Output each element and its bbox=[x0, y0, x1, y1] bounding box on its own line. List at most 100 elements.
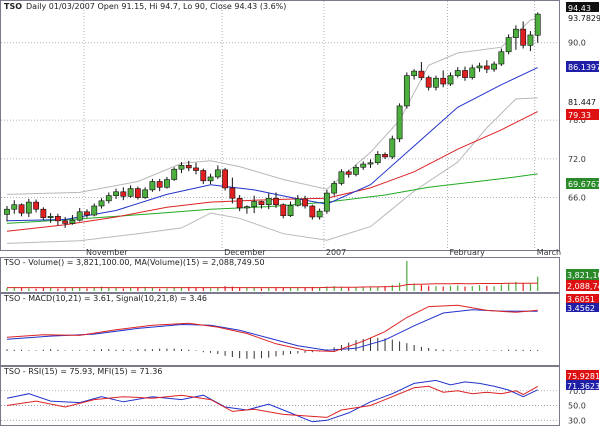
candle bbox=[345, 169, 352, 178]
candle-down-body bbox=[229, 187, 236, 199]
candle-up-body bbox=[527, 34, 534, 46]
candle-down-body bbox=[40, 208, 47, 218]
candle bbox=[411, 69, 418, 80]
price-tag-box bbox=[566, 96, 599, 107]
candle bbox=[294, 195, 301, 207]
candle bbox=[534, 12, 541, 43]
candle bbox=[91, 203, 98, 217]
price-tag-box bbox=[566, 2, 599, 13]
candle-up-body bbox=[265, 197, 272, 205]
price-tick-label: 78.0 bbox=[568, 116, 586, 125]
month-label: March bbox=[537, 248, 561, 257]
candle bbox=[164, 176, 170, 189]
candle-up-body bbox=[469, 67, 476, 78]
chart-title: Daily 01/03/2007 Open 91.15, Hi 94.7, Lo… bbox=[26, 2, 286, 11]
macd-tag-value: 3.6051 bbox=[567, 295, 595, 304]
rsi-tag-box bbox=[566, 380, 599, 390]
price-tag-value: 94.43 bbox=[568, 4, 591, 13]
candle bbox=[134, 186, 141, 200]
macd-tag: 3.4562 bbox=[566, 303, 599, 313]
candle-down-body bbox=[193, 167, 199, 171]
price-tag-value: 93.7829 bbox=[568, 14, 600, 23]
candle bbox=[258, 200, 265, 209]
candle-up-body bbox=[374, 154, 381, 164]
candle bbox=[69, 215, 76, 225]
candle bbox=[98, 198, 105, 209]
candle-up-body bbox=[454, 70, 461, 76]
candle-up-body bbox=[142, 189, 149, 198]
candle bbox=[229, 177, 236, 204]
rsi-tag-value: 75.9281 bbox=[567, 372, 600, 381]
candle bbox=[491, 61, 497, 72]
candle-up-body bbox=[396, 105, 403, 140]
rsi-tick-label: 30.0 bbox=[568, 416, 586, 425]
candle bbox=[127, 185, 134, 198]
month-label: November bbox=[86, 248, 128, 257]
candle bbox=[316, 208, 323, 220]
candle-down-body bbox=[425, 77, 432, 88]
rsi-tag-box bbox=[566, 370, 599, 380]
candle-up-body bbox=[47, 216, 54, 218]
candle-up-body bbox=[331, 183, 338, 194]
candle-up-body bbox=[433, 77, 439, 88]
price-tag-box bbox=[566, 12, 599, 23]
ma-fast-tag: 86.1397 bbox=[566, 61, 600, 72]
candle bbox=[236, 195, 243, 212]
price-tag-value: 79.33 bbox=[568, 111, 591, 120]
rsi-tag: 75.9281 bbox=[566, 370, 600, 381]
candle bbox=[251, 195, 258, 214]
candle bbox=[483, 60, 490, 74]
candle bbox=[367, 159, 374, 168]
price-tag-value: 69.6767 bbox=[568, 180, 600, 189]
candle-up-body bbox=[323, 192, 330, 212]
candle bbox=[512, 25, 519, 50]
macd-label: TSO - MACD(10,21) = 3.61, Signal(10,21,8… bbox=[3, 294, 207, 303]
volume-tag-box bbox=[566, 280, 599, 291]
candle-up-body bbox=[244, 206, 250, 209]
candle bbox=[498, 48, 505, 66]
candle bbox=[396, 103, 403, 143]
volume-bars: 3,821,100 2,088,749 bbox=[6, 260, 600, 291]
candle-up-body bbox=[127, 188, 134, 197]
candle-up-body bbox=[360, 163, 367, 168]
candle bbox=[505, 34, 512, 55]
candle bbox=[425, 75, 432, 91]
candle bbox=[178, 162, 185, 174]
candle bbox=[454, 67, 461, 78]
macd-panel bbox=[0, 293, 560, 366]
bollinger-lower-tag: 81.447 bbox=[566, 96, 599, 107]
candle-up-body bbox=[149, 181, 156, 191]
candle bbox=[403, 72, 410, 109]
candle bbox=[331, 180, 338, 196]
candle bbox=[171, 167, 178, 181]
candle-up-body bbox=[25, 201, 32, 214]
candle-up-body bbox=[505, 37, 512, 53]
bollinger-bands bbox=[6, 17, 538, 244]
candle bbox=[62, 216, 69, 228]
candle-up-body bbox=[4, 208, 10, 215]
candle-down-body bbox=[84, 211, 90, 216]
candle-up-body bbox=[105, 195, 112, 202]
month-axis: November December 2007 February March bbox=[86, 248, 561, 257]
last-price-tag: 94.43 bbox=[566, 2, 599, 13]
ma-slow-tag: 69.6767 bbox=[566, 178, 600, 189]
candle bbox=[76, 207, 83, 222]
macd-tag-value: 3.4562 bbox=[567, 304, 595, 313]
candle bbox=[4, 205, 10, 222]
candle bbox=[469, 64, 476, 80]
candle-up-body bbox=[491, 63, 497, 70]
candle bbox=[309, 204, 316, 220]
price-tag-value: 81.447 bbox=[568, 98, 596, 107]
bollinger-lower-line bbox=[6, 97, 538, 244]
candle bbox=[185, 160, 192, 172]
candle-down-body bbox=[54, 216, 61, 222]
volume-tag: 2,088,749 bbox=[566, 280, 600, 291]
candle bbox=[287, 201, 294, 217]
candle-down-body bbox=[222, 169, 228, 189]
candle-up-body bbox=[171, 168, 178, 180]
volume-tag-value: 2,088,749 bbox=[567, 282, 600, 291]
chart-title-symbol: TSO bbox=[4, 2, 22, 11]
candle bbox=[447, 72, 454, 86]
